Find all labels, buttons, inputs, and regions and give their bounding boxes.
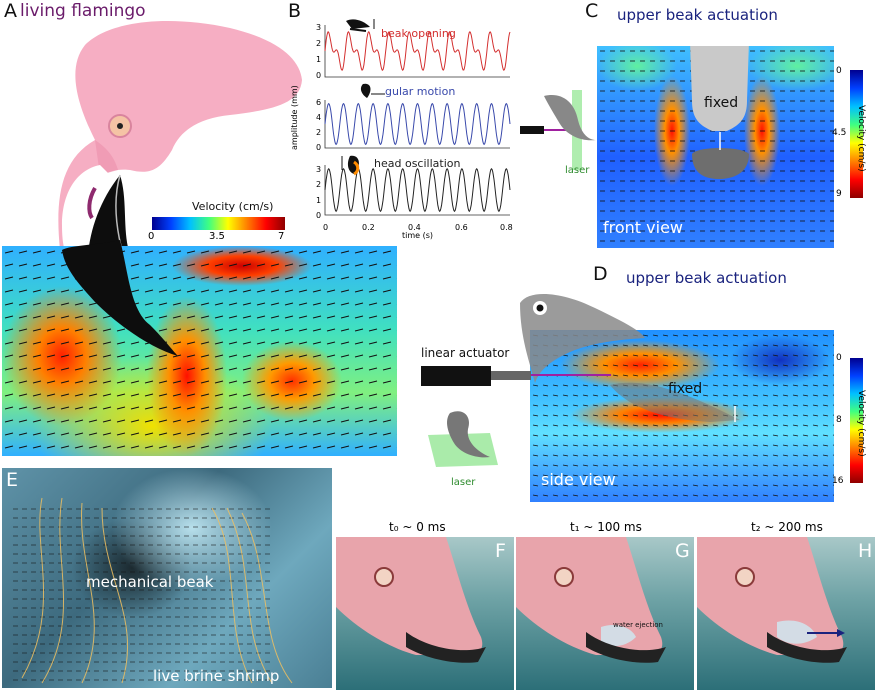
panel-b-xlabel: time (s) — [402, 231, 434, 240]
trace-head-oscillation-label: head oscillation — [374, 157, 461, 170]
water-ejection-label: water ejection — [613, 621, 663, 629]
panel-d-colorbar-tick: 16 — [832, 476, 844, 486]
panel-d-colorbar-tick: 8 — [836, 415, 842, 425]
panel-b-xtick: 0 — [323, 223, 329, 232]
panel-h-time: t₂ ~ 200 ms — [751, 520, 823, 534]
trace-line-1 — [324, 102, 511, 146]
panel-a-velocity-field — [2, 246, 397, 456]
panel-c-letter: C — [585, 0, 599, 22]
trace-axis — [324, 100, 510, 149]
panel-b-ytick: 3 — [316, 23, 322, 32]
panel-h-photo — [697, 537, 875, 690]
trace-line-2 — [324, 168, 511, 213]
panel-c-title: upper beak actuation — [617, 6, 778, 24]
panel-c-colorbar-tick: 4.5 — [832, 128, 847, 138]
panel-d-letter: D — [593, 263, 608, 285]
panel-b-xtick: 0.8 — [500, 223, 513, 232]
panel-c-vector-arrows — [597, 46, 834, 248]
panel-e-letter: E — [6, 469, 19, 491]
panel-b-ytick: 0 — [316, 71, 322, 80]
panel-f-letter: F — [495, 540, 506, 562]
panel-c-velocity-field — [597, 46, 834, 248]
panel-d-laser-schematic — [428, 411, 498, 467]
panel-a-vector-arrows — [2, 246, 397, 456]
actuator-link — [531, 374, 611, 376]
actuator-rod — [491, 371, 531, 380]
panel-c-schematic — [520, 90, 596, 170]
panel-b-xtick: 0.2 — [362, 223, 375, 232]
panel-e-streamlines — [12, 497, 293, 688]
panel-d-laser-label: laser — [451, 477, 476, 488]
panel-b-ytick: 0 — [316, 211, 322, 220]
panel-h-letter: H — [858, 540, 873, 562]
panel-b-ytick: 2 — [316, 128, 322, 137]
panel-a-letter: A — [4, 0, 17, 22]
panel-a-colorbar-title: Velocity (cm/s) — [192, 200, 274, 213]
panel-d-view-label: side view — [541, 470, 616, 489]
panel-b-chart — [324, 25, 511, 216]
panel-d-colorbar-title: Velocity (cm/s) — [856, 390, 866, 457]
panel-b-ytick: 1 — [316, 196, 322, 205]
brine-shrimp-label: live brine shrimp — [153, 667, 280, 685]
flamingo-frame-f — [336, 537, 486, 663]
panel-b-letter: B — [288, 0, 302, 22]
panel-c-colorbar-title: Velocity (cm/s) — [856, 105, 866, 172]
head-oscillation-icon — [341, 155, 360, 176]
linear-actuator — [421, 366, 491, 386]
gular-motion-icon — [360, 83, 385, 98]
panel-g-time: t₁ ~ 100 ms — [570, 520, 642, 534]
trace-axis — [324, 165, 510, 216]
panel-b-ytick: 2 — [316, 180, 322, 189]
panel-f-time: t₀ ~ 0 ms — [389, 520, 446, 534]
trace-axis — [324, 25, 510, 78]
panel-d-actuator-label: linear actuator — [421, 346, 510, 360]
panel-b-ytick: 2 — [316, 39, 322, 48]
panel-b-ytick: 3 — [316, 165, 322, 174]
panel-c-colorbar-tick: 0 — [836, 66, 842, 76]
panel-d-vector-arrows — [530, 330, 834, 502]
panel-a-colorbar — [152, 217, 285, 230]
panel-d-head-silhouette — [520, 293, 645, 383]
panel-d-title: upper beak actuation — [626, 269, 787, 287]
panel-d-colorbar-tick: 0 — [836, 353, 842, 363]
panel-b-ytick: 4 — [316, 113, 322, 122]
panel-d-fixed-label: fixed — [668, 381, 703, 397]
trace-line-0 — [324, 30, 511, 71]
trace-gular-motion-label: gular motion — [385, 85, 456, 98]
flamingo-frame-h — [697, 537, 847, 663]
panel-c-fixed-label: fixed — [704, 95, 739, 111]
panel-c-colorbar — [850, 70, 863, 198]
beak-silhouette — [62, 240, 178, 356]
panel-a-colorbar-tick: 0 — [148, 231, 155, 242]
panel-f-photo — [336, 537, 514, 690]
panel-g-photo — [516, 537, 694, 690]
flamingo-frame-g — [516, 537, 666, 663]
panel-d-velocity-field — [530, 330, 834, 502]
panel-c-colorbar-tick: 9 — [836, 189, 842, 199]
mechanical-beak-label: mechanical beak — [86, 573, 214, 591]
panel-c-view-label: front view — [603, 218, 683, 237]
panel-b-xtick: 0.6 — [455, 223, 468, 232]
panel-b-ytick: 1 — [316, 55, 322, 64]
panel-b-ylabel: amplitude (mm) — [290, 85, 299, 150]
beak-opening-icon — [346, 19, 375, 32]
trace-beak-opening-label: beak opening — [381, 27, 456, 40]
panel-b-xtick: 0.4 — [408, 223, 421, 232]
panel-a-colorbar-tick: 7 — [278, 231, 285, 242]
panel-b-ytick: 6 — [316, 98, 322, 107]
panel-a-colorbar-tick: 3.5 — [209, 231, 225, 242]
panel-g-letter: G — [675, 540, 690, 562]
panel-b-ytick: 0 — [316, 143, 322, 152]
panel-a-title: living flamingo — [20, 1, 146, 21]
panel-c-laser-label: laser — [565, 165, 590, 176]
panel-d-colorbar — [850, 358, 863, 483]
panel-e-photo — [2, 468, 332, 688]
